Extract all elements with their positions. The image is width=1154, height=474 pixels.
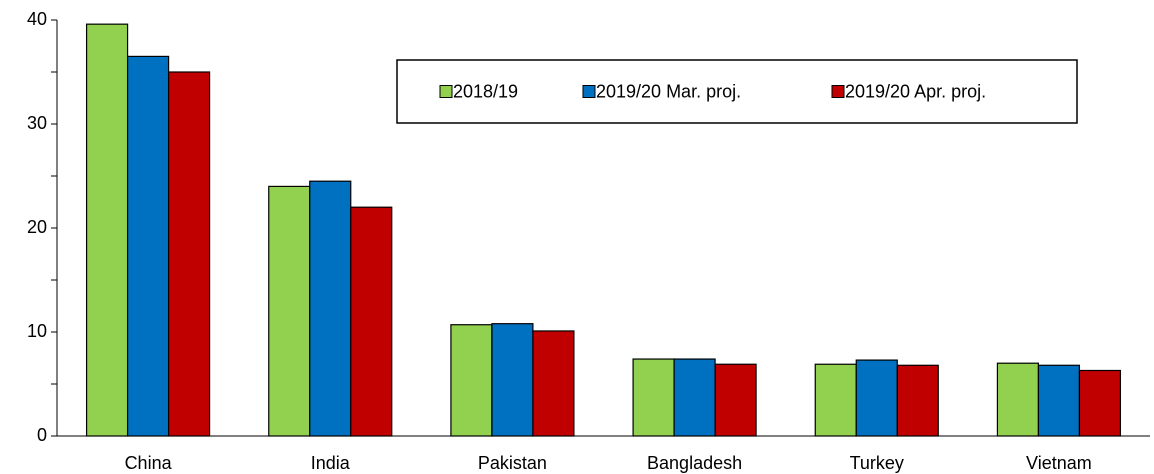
x-tick-label: Turkey xyxy=(850,453,904,473)
bar xyxy=(167,71,211,437)
bar xyxy=(309,180,352,437)
bar xyxy=(1037,364,1081,437)
bar xyxy=(1078,369,1122,437)
bar xyxy=(896,364,939,437)
legend-box xyxy=(396,59,1078,124)
bar xyxy=(632,358,675,437)
bar xyxy=(126,55,170,437)
bar xyxy=(350,206,393,437)
y-tick-label: 20 xyxy=(27,217,47,237)
legend-swatch xyxy=(582,85,596,98)
x-tick-label: Pakistan xyxy=(478,453,547,473)
y-tick-label: 30 xyxy=(27,113,47,133)
bar xyxy=(532,330,575,437)
bar xyxy=(85,23,129,437)
bar xyxy=(855,359,898,437)
x-tick-label: Vietnam xyxy=(1026,453,1092,473)
y-tick-label: 10 xyxy=(27,321,47,341)
x-tick-label: Bangladesh xyxy=(647,453,742,473)
legend-swatch xyxy=(831,85,845,98)
bar xyxy=(714,363,757,437)
legend-label: 2018/19 xyxy=(453,81,518,101)
bar xyxy=(814,363,857,437)
bar xyxy=(673,358,716,437)
bar xyxy=(450,324,493,437)
y-tick-label: 40 xyxy=(27,9,47,29)
bar xyxy=(268,185,311,437)
bar xyxy=(491,323,534,437)
legend-label: 2019/20 Apr. proj. xyxy=(845,81,986,101)
legend-label: 2019/20 Mar. proj. xyxy=(596,81,741,101)
x-tick-label: India xyxy=(311,453,351,473)
x-tick-label: China xyxy=(125,453,173,473)
y-tick-label: 0 xyxy=(37,425,47,445)
legend-swatch xyxy=(439,85,453,98)
bar xyxy=(996,362,1040,437)
